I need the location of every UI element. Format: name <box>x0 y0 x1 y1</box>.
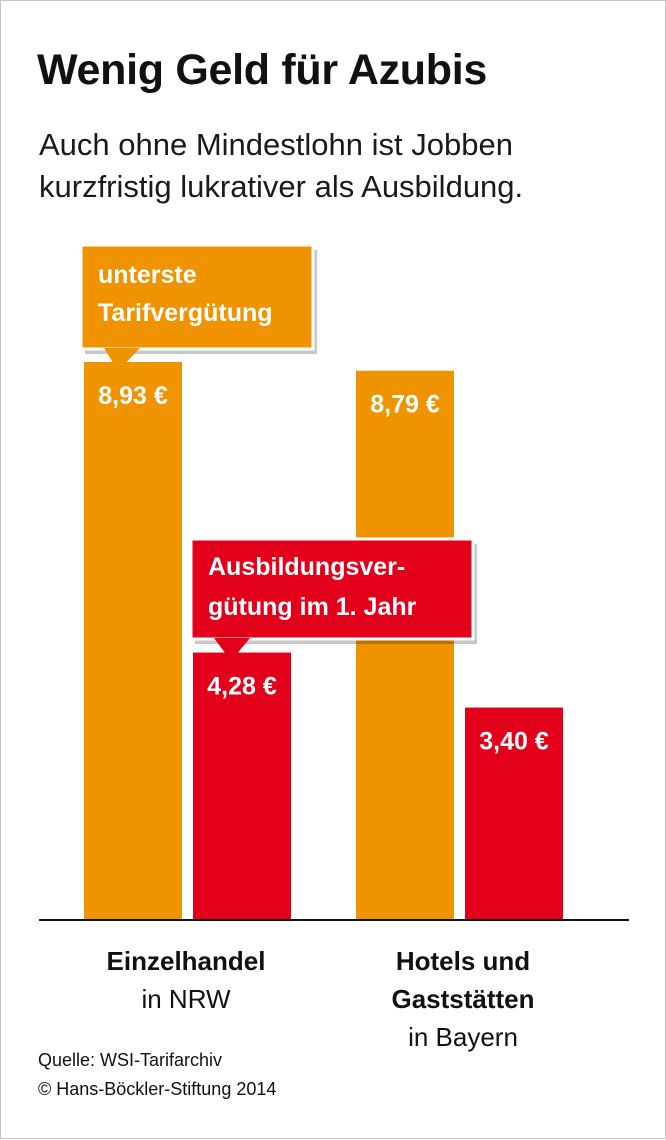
bar-tarif-2 <box>356 370 454 920</box>
callout-label-line: Ausbildungsver- <box>208 553 405 581</box>
bar-ausbildung-2 <box>465 707 563 920</box>
category-label-bold: Hotels und <box>395 946 531 976</box>
copyright-note: © Hans-Böckler-Stiftung 2014 <box>38 1079 277 1099</box>
chart-title: Wenig Geld für Azubis <box>37 46 487 94</box>
callout-label-line: unterste <box>98 261 197 289</box>
bar-ausbildung-1 <box>193 652 291 920</box>
category-label-region: in NRW <box>141 984 231 1014</box>
callout-tarif: unterste Tarifvergütung <box>79 243 317 371</box>
bar-tarif-1 <box>84 362 182 920</box>
category-label-bold: Gaststätten <box>391 984 535 1014</box>
chart-subtitle-line-2: kurzfristig lukrativer als Ausbildung. <box>39 169 524 204</box>
callout-pointer <box>104 348 140 371</box>
category-label-bold: Einzelhandel <box>106 946 266 976</box>
bar-value-label: 8,93 € <box>98 382 168 410</box>
callout-pointer <box>214 638 250 661</box>
category-label-region: in Bayern <box>408 1022 518 1052</box>
callout-label-line: gütung im 1. Jahr <box>208 593 417 621</box>
bar-value-label: 3,40 € <box>479 728 549 756</box>
callout-box <box>189 537 475 641</box>
chart-subtitle-line-1: Auch ohne Mindestlohn ist Jobben <box>39 127 513 162</box>
callout-box <box>79 243 315 351</box>
source-note: Quelle: WSI-Tarifarchiv <box>38 1050 223 1070</box>
callout-label-line: Tarifvergütung <box>98 299 273 327</box>
callout-ausbildung: Ausbildungsver-gütung im 1. Jahr <box>189 537 477 661</box>
bar-value-label: 4,28 € <box>207 673 277 701</box>
bar-value-label: 8,79 € <box>370 391 440 419</box>
